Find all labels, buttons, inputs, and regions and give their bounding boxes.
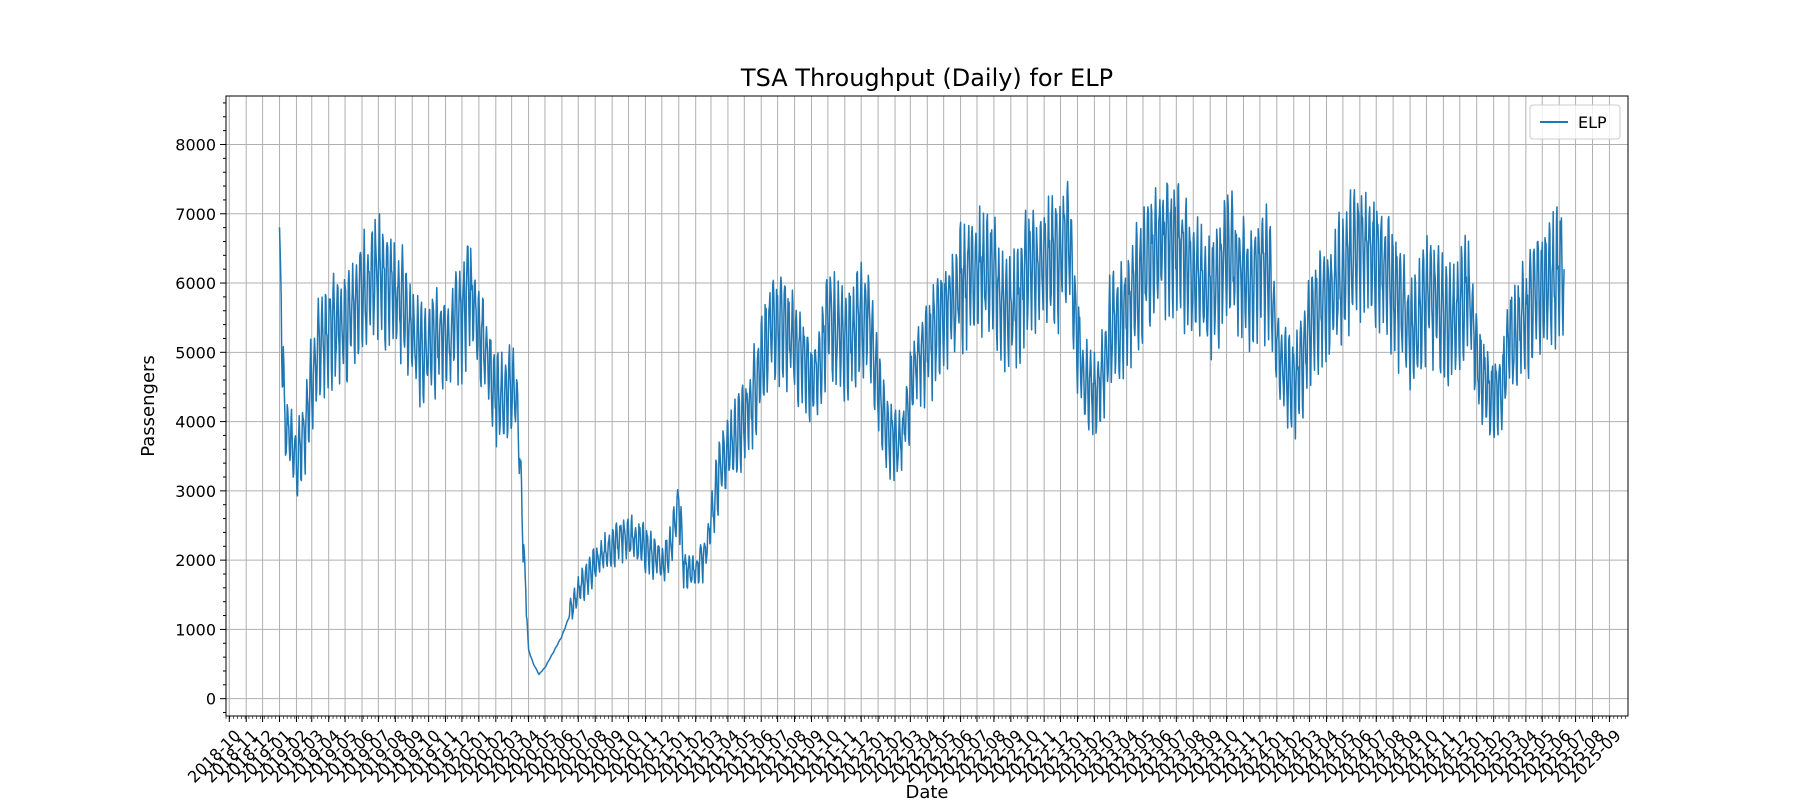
y-tick-label: 2000 [175, 551, 216, 570]
ticks: 0100020003000400050006000700080002018-10… [175, 102, 1626, 787]
y-tick-label: 0 [206, 690, 216, 709]
y-tick-label: 8000 [175, 135, 216, 154]
y-tick-label: 6000 [175, 274, 216, 293]
x-axis-label: Date [905, 782, 948, 800]
legend-entry-elp: ELP [1578, 113, 1607, 132]
y-tick-label: 5000 [175, 343, 216, 362]
series-line-elp [278, 180, 1565, 676]
chart-title: TSA Throughput (Daily) for ELP [740, 64, 1113, 92]
y-tick-label: 3000 [175, 482, 216, 501]
y-axis-label: Passengers [138, 355, 159, 457]
y-tick-label: 7000 [175, 205, 216, 224]
legend: ELP [1529, 104, 1621, 140]
grid [226, 96, 1628, 716]
legend-box [1529, 104, 1621, 140]
y-tick-label: 1000 [175, 620, 216, 639]
series-layer [278, 180, 1565, 676]
y-tick-label: 4000 [175, 413, 216, 432]
